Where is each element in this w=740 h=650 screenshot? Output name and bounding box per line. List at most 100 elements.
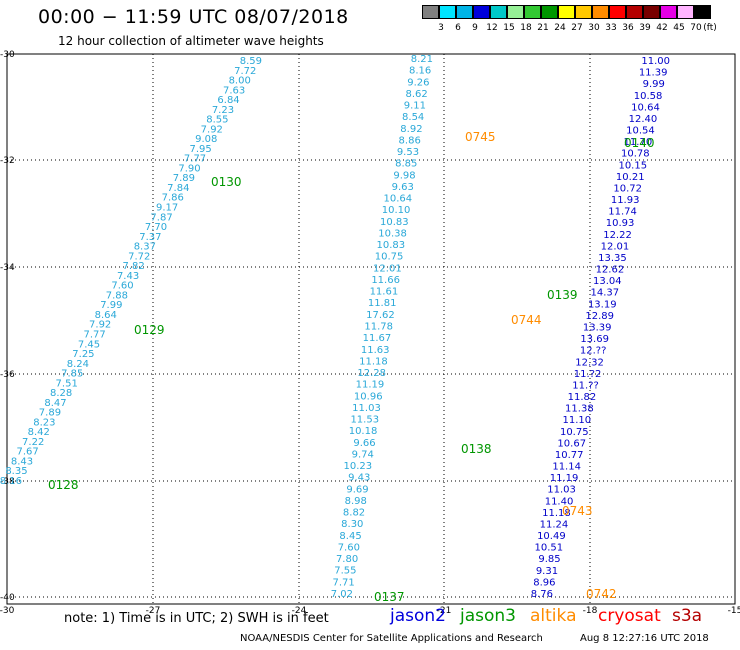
- x-tick-label: -21: [437, 606, 452, 616]
- swh-value: 11.63: [361, 345, 390, 356]
- swh-value: 10.96: [354, 391, 383, 402]
- color-scale-label: 9: [472, 23, 478, 33]
- color-scale-label: 30: [588, 23, 600, 33]
- pass-time-label: 0129: [134, 323, 165, 337]
- swh-value: 7.51: [56, 378, 78, 389]
- swh-value: 12.01: [373, 263, 402, 274]
- color-scale-label: 45: [673, 23, 685, 33]
- color-scale-label: 6: [455, 23, 461, 33]
- color-scale-swatch: [541, 5, 558, 19]
- swh-value: 8.42: [28, 427, 50, 438]
- color-scale-swatch: [677, 5, 694, 19]
- pass-time-label: 0742: [586, 587, 617, 601]
- swh-value: 11.00: [641, 56, 670, 67]
- footer-timestamp: Aug 8 12:27:16 UTC 2018: [580, 633, 709, 644]
- color-scale-label: 15: [503, 23, 515, 33]
- color-scale-label: 36: [622, 23, 634, 33]
- swh-value: 7.87: [150, 212, 172, 223]
- swh-value: 8.85: [395, 159, 417, 170]
- swh-value: 13.39: [583, 323, 612, 334]
- swh-value: 7.88: [106, 290, 128, 301]
- color-scale-label: 33: [605, 23, 617, 33]
- swh-value: 8.59: [240, 56, 262, 67]
- color-scale-swatch: [558, 5, 575, 19]
- swh-value: 11.18: [359, 356, 388, 367]
- swh-value: 8.45: [339, 531, 361, 542]
- swh-value: 8.37: [134, 242, 156, 253]
- swh-value: 11.39: [639, 68, 668, 79]
- color-scale-swatch: [456, 5, 473, 19]
- swh-value: 11.81: [368, 298, 397, 309]
- swh-value: 10.51: [535, 543, 564, 554]
- swh-value: 7.70: [145, 222, 167, 233]
- swh-value: 10.54: [626, 126, 655, 137]
- swh-value: 10.72: [613, 183, 642, 194]
- swh-value: 7.72: [128, 251, 150, 262]
- swh-value: 9.11: [404, 101, 426, 112]
- swh-value: 8.16: [0, 476, 22, 487]
- swh-value: 11.18: [542, 508, 571, 519]
- swh-value: 11.82: [568, 392, 597, 403]
- x-tick-label: -27: [146, 606, 161, 616]
- swh-value: 7.25: [72, 349, 94, 360]
- pass-time-label: 0744: [511, 313, 542, 327]
- swh-value: 8.23: [33, 417, 55, 428]
- pass-time-label: 0139: [547, 288, 578, 302]
- pass-time-label: 0140: [624, 136, 655, 150]
- legend-entry: jason2: [390, 606, 446, 626]
- swh-value: 7.60: [111, 281, 133, 292]
- swh-value: 9.17: [156, 203, 178, 214]
- swh-value: 7.84: [167, 183, 189, 194]
- swh-value: 8.64: [95, 310, 117, 321]
- swh-value: 7.43: [117, 271, 139, 282]
- y-tick-label: -34: [0, 263, 15, 273]
- swh-value: 11.19: [356, 380, 385, 391]
- color-scale-label: 21: [537, 23, 549, 33]
- swh-value: 6.84: [217, 95, 239, 106]
- swh-value: 13.35: [598, 253, 627, 264]
- color-scale-swatch: [609, 5, 626, 19]
- legend-entry: cryosat: [598, 606, 661, 626]
- legend-entry: altika: [530, 606, 577, 626]
- color-scale-label: 18: [520, 23, 532, 33]
- swh-value: 10.58: [634, 91, 663, 102]
- swh-value: 7.77: [83, 329, 105, 340]
- swh-value: 11.??: [572, 380, 599, 391]
- swh-value: 10.18: [349, 426, 378, 437]
- swh-value: 7.92: [201, 124, 223, 135]
- y-tick-label: -40: [0, 593, 15, 603]
- swh-value: 8.86: [399, 135, 421, 146]
- swh-value: 13.69: [580, 334, 609, 345]
- swh-value: 10.15: [618, 160, 647, 171]
- swh-value: 9.53: [397, 147, 419, 158]
- swh-value: 7.80: [336, 554, 358, 565]
- swh-value: 7.71: [332, 577, 354, 588]
- swh-value: 7.02: [331, 589, 353, 600]
- swh-value: 10.75: [375, 252, 404, 263]
- swh-value: 7.89: [39, 408, 61, 419]
- y-tick-label: -36: [0, 370, 15, 380]
- pass-time-label: 0743: [562, 504, 593, 518]
- swh-value: 14.37: [590, 288, 619, 299]
- x-tick-label: -18: [583, 606, 598, 616]
- swh-value: 8.62: [406, 89, 428, 100]
- swh-value: 9.74: [352, 449, 374, 460]
- y-tick-label: -38: [0, 477, 15, 487]
- swh-value: 7.95: [190, 144, 212, 155]
- swh-value: 9.26: [407, 77, 429, 88]
- swh-value: 11.19: [550, 473, 579, 484]
- color-scale-label: 39: [639, 23, 651, 33]
- swh-value: 9.66: [353, 438, 375, 449]
- color-scale-swatch: [439, 5, 456, 19]
- pass-time-label: 0137: [374, 590, 405, 604]
- swh-value: 8.28: [50, 388, 72, 399]
- swh-value: 10.10: [382, 205, 411, 216]
- swh-value: 10.23: [343, 461, 372, 472]
- pass-time-label: 0138: [461, 442, 492, 456]
- swh-value: 12.62: [596, 265, 625, 276]
- swh-value: 11.03: [547, 485, 576, 496]
- swh-value: 8.92: [400, 124, 422, 135]
- swh-value: 11.67: [363, 333, 392, 344]
- color-scale-swatch: [422, 5, 439, 19]
- swh-value: 8.30: [341, 519, 363, 530]
